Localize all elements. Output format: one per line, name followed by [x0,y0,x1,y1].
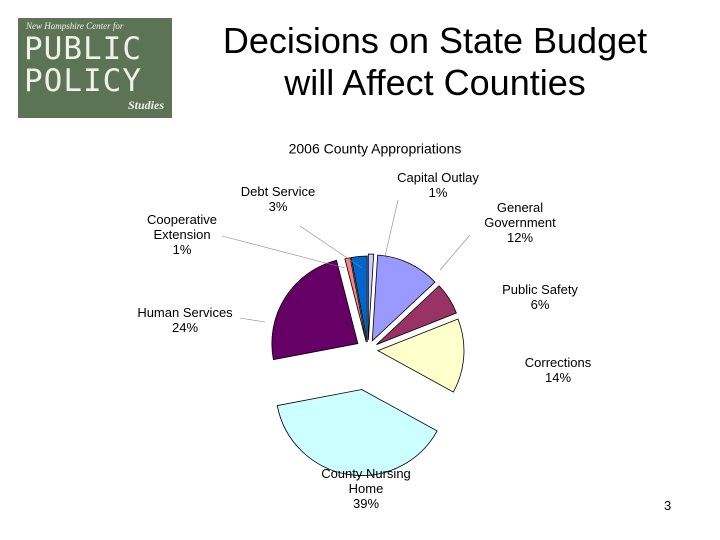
slide-title: Decisions on State Budget will Affect Co… [222,20,648,103]
pie-slice [367,253,375,341]
logo-text: Studies [127,98,164,112]
slice-value-label: 39% [352,496,380,511]
pie-slice [271,259,359,361]
chart-title: 2006 County Appropriations [289,141,462,157]
pie-slice [276,389,438,476]
pie-slice [350,255,368,343]
leader-line [299,225,363,269]
slice-label: General Government [484,200,556,230]
slice-value-label: 3% [268,199,288,214]
leader-line [439,234,471,271]
logo: New Hampshire Center for PUBLIC POLICY S… [18,18,172,118]
slice-label: Human Services [137,305,233,320]
slice-value-label: 6% [530,297,550,312]
leader-line [221,235,346,269]
leader-line [239,317,266,323]
logo-text: POLICY [24,63,142,99]
logo-text: PUBLIC [24,31,142,67]
slice-label: Capital Outlay [397,170,479,185]
leader-line [382,199,399,266]
page-number: 3 [664,498,672,513]
pie-slice [376,285,457,346]
pie-slice [377,318,465,393]
slice-label: Cooperative Extension [146,212,218,242]
pie-slice [371,254,436,342]
slice-value-label: 14% [544,370,572,385]
slice-label: Debt Service [240,184,316,199]
slice-label: County Nursing Home [321,466,411,496]
slice-value-label: 12% [506,230,534,245]
slice-value-label: 1% [428,185,448,200]
slice-value-label: 1% [172,242,192,257]
slice-label: Public Safety [502,282,578,297]
slice-label: Corrections [524,355,592,370]
slice-value-label: 24% [171,320,199,335]
logo-text: New Hampshire Center for [26,21,124,31]
